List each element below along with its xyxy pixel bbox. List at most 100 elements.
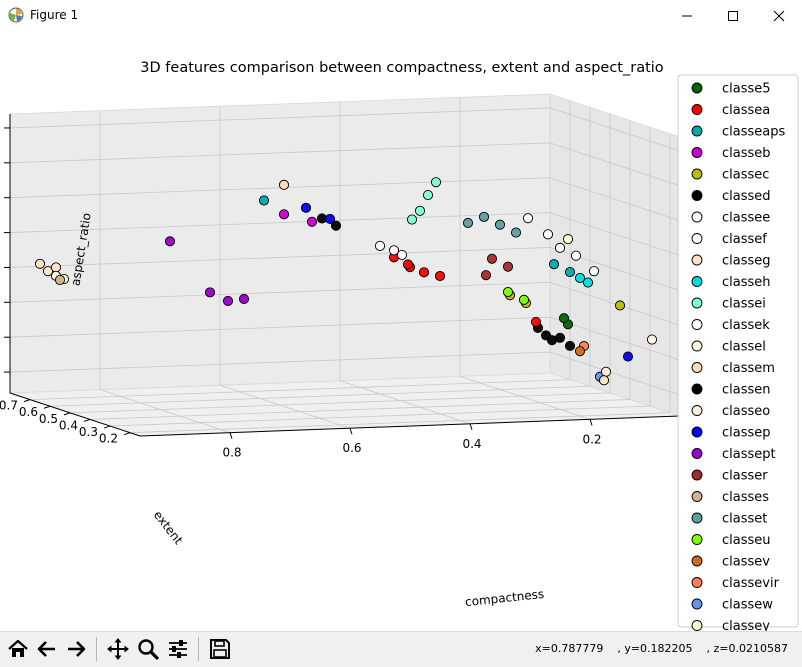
y-gridline [49, 385, 591, 407]
scatter-point [430, 177, 442, 188]
y-axis-line [9, 392, 141, 437]
legend-label: classeaps [722, 125, 785, 140]
scatter-point [574, 346, 586, 357]
y-tick-mark [23, 399, 31, 403]
configure-subplots-icon [169, 640, 187, 658]
scatter-point [564, 340, 576, 351]
scatter-point [418, 267, 430, 278]
minimize-button[interactable] [664, 0, 710, 31]
close-button[interactable] [756, 0, 802, 31]
y-gridline [29, 379, 571, 401]
y-gridline [109, 405, 651, 427]
legend-marker [691, 555, 703, 567]
matplotlib-icon [8, 7, 24, 23]
scatter-point [518, 294, 530, 305]
z-gridline [9, 212, 551, 233]
x-tick-label: 0.6 [342, 441, 361, 455]
maximize-button[interactable] [710, 0, 756, 31]
scatter-point [396, 249, 408, 260]
legend-marker [691, 254, 703, 266]
forward-button[interactable] [62, 635, 90, 663]
legend-marker [691, 469, 703, 481]
scatter-point [204, 287, 216, 298]
legend-marker [691, 448, 703, 459]
scatter3d-chart[interactable]: 0.80.60.40.20.70.60.50.40.30.20.250.500.… [0, 31, 802, 631]
legend-marker [691, 190, 703, 201]
legend-label: classep [722, 426, 771, 441]
y-axis-label: extent [151, 508, 186, 547]
z-gridline [549, 107, 681, 152]
side-pane [549, 93, 681, 417]
scatter-point [222, 295, 234, 306]
x-tick-mark [469, 423, 473, 430]
legend-marker [691, 82, 703, 94]
legend-marker [691, 383, 703, 395]
scatter-point [600, 366, 612, 377]
z-gridline [549, 177, 681, 222]
legend-label: classen [722, 383, 771, 398]
figure-canvas[interactable]: 0.80.60.40.20.70.60.50.40.30.20.250.500.… [0, 31, 802, 631]
pan-button[interactable] [104, 635, 132, 663]
legend-label: classei [722, 297, 766, 312]
legend-marker [691, 340, 703, 352]
x-tick-mark [349, 428, 353, 435]
legend-label: classey [722, 619, 770, 631]
legend-label: classes [722, 490, 769, 505]
scatter-point [422, 190, 434, 201]
x-gridline [219, 384, 351, 429]
scatter-point [50, 262, 62, 273]
z-gridline [9, 351, 551, 373]
configure-subplots-button[interactable] [164, 635, 192, 663]
scatter-point [374, 240, 386, 251]
minimize-icon [682, 15, 692, 16]
scatter-point [510, 227, 522, 238]
x-gridline [339, 380, 471, 425]
x-gridline [99, 389, 231, 434]
scatter-point [462, 217, 474, 229]
navigation-toolbar: x=0.787779 , y=0.182205 , z=0.0210587 [0, 631, 802, 667]
scatter-point [494, 219, 506, 230]
legend-label: classer [722, 469, 768, 484]
scatter-point [562, 234, 574, 245]
zoom-button[interactable] [134, 635, 162, 663]
scatter-point [558, 313, 570, 324]
legend-label: classev [722, 555, 770, 570]
scatter-point [478, 211, 490, 222]
scatter-point [300, 202, 312, 213]
legend-label: classel [722, 340, 766, 355]
scatter-point [542, 229, 554, 240]
legend-marker [691, 426, 703, 438]
scatter-point [502, 261, 514, 272]
window-titlebar: Figure 1 [0, 0, 802, 32]
legend-label: classed [722, 189, 771, 204]
scatter-point [486, 253, 498, 264]
scatter-point [258, 195, 270, 206]
legend-label: classept [722, 447, 776, 462]
scatter-point [164, 236, 176, 247]
legend-box [677, 74, 799, 628]
scatter-point [42, 266, 54, 277]
scatter-point [278, 209, 290, 220]
x-tick-label: 0.8 [222, 446, 241, 460]
scatter-point [402, 259, 414, 270]
x-axis-label: compactness [464, 587, 544, 609]
scatter-point [414, 205, 426, 216]
legend-label: classe5 [722, 82, 771, 97]
scatter-point [54, 274, 66, 285]
y-tick-label: 0.2 [99, 432, 118, 446]
scatter-point [548, 259, 560, 270]
cursor-coordinates: x=0.787779 , y=0.182205 , z=0.0210587 [535, 642, 788, 655]
scatter-point [502, 286, 514, 298]
y-tick-mark [83, 418, 91, 422]
x-tick-label: 0.4 [462, 437, 481, 451]
x-gridline [459, 375, 591, 420]
y-gridline [129, 412, 671, 434]
legend-marker [691, 297, 703, 309]
home-button[interactable] [4, 635, 32, 663]
scatter-point [238, 293, 250, 305]
save-button[interactable] [206, 635, 234, 663]
maximize-icon [728, 10, 738, 21]
back-button[interactable] [33, 635, 61, 663]
legend-marker [691, 620, 703, 631]
forward-icon [68, 641, 86, 657]
